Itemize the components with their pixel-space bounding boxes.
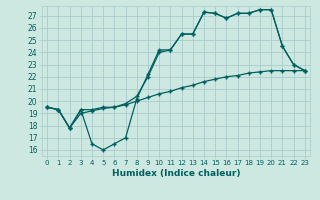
X-axis label: Humidex (Indice chaleur): Humidex (Indice chaleur) [112, 169, 240, 178]
